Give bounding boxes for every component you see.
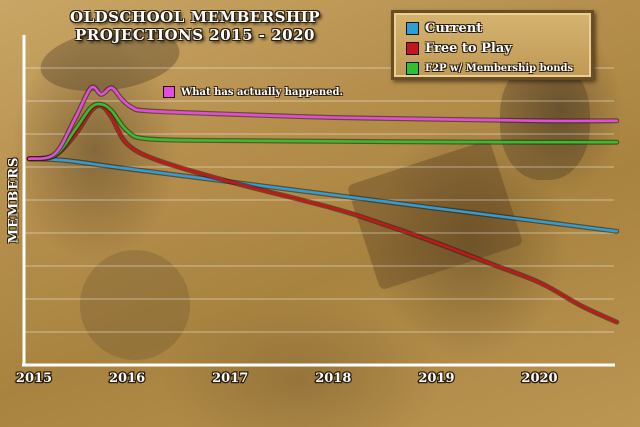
legend-label-free-to-play: Free to Play: [425, 40, 512, 56]
axes: [22, 35, 615, 367]
series-lines: [26, 84, 620, 325]
chart-title-line-1: OLDSCHOOL MEMBERSHIP: [70, 8, 320, 26]
x-tick-label-2020: 2020: [521, 371, 557, 386]
legend-item-f2p-bonds: F2P w/ Membership bonds: [406, 60, 573, 76]
series-line-actual: [27, 85, 619, 161]
background-orb-shadow: [80, 250, 190, 360]
x-tick-labels: 2015 2016 2017 2018 2019 2020: [15, 370, 559, 388]
series-line-current: [27, 157, 619, 233]
annotation-swatch-actual: [163, 86, 175, 98]
legend-label-f2p-bonds: F2P w/ Membership bonds: [425, 62, 574, 74]
x-tick-label-2015: 2015: [16, 371, 52, 386]
legend: Current Free to Play F2P w/ Membership b…: [391, 10, 594, 80]
legend-label-current: Current: [425, 20, 483, 36]
chart-title: OLDSCHOOL MEMBERSHIP PROJECTIONS 2015 - …: [60, 8, 330, 44]
legend-swatch-free-to-play: [406, 41, 419, 55]
legend-swatch-current: [406, 21, 419, 35]
x-tick-label-2018: 2018: [315, 371, 351, 386]
series-line-shadow-free-to-play: [26, 103, 620, 325]
series-line-f2p-bonds: [27, 102, 619, 161]
legend-item-free-to-play: Free to Play: [406, 40, 512, 56]
x-tick-label-2017: 2017: [212, 371, 248, 386]
grid-lines: [24, 67, 614, 333]
y-axis-label-text: MEMBERS: [6, 156, 22, 244]
series-line-free-to-play: [27, 104, 619, 324]
legend-item-current: Current: [406, 20, 482, 36]
actual-annotation: What has actually happened.: [163, 85, 343, 99]
chart-title-line-2: PROJECTIONS 2015 - 2020: [75, 26, 315, 44]
legend-swatch-f2p-bonds: [406, 61, 419, 75]
annotation-text: What has actually happened.: [181, 86, 343, 98]
x-tick-label-2016: 2016: [109, 371, 145, 386]
x-tick-label-2019: 2019: [418, 371, 454, 386]
